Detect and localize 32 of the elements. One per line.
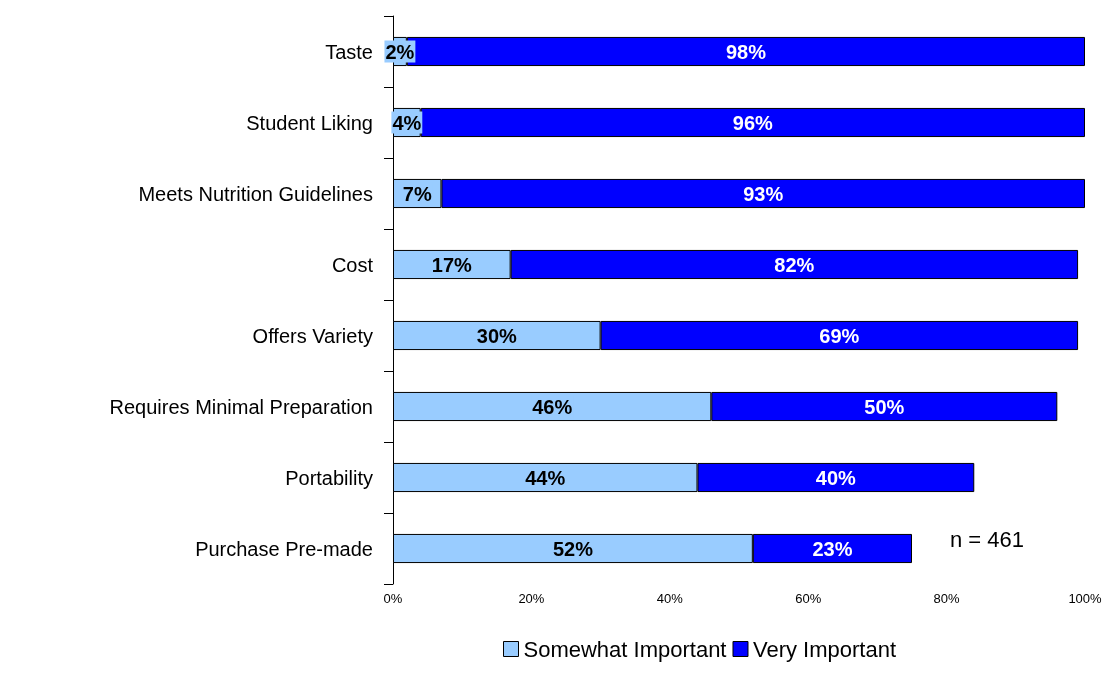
- data-label: 98%: [725, 40, 767, 63]
- data-label: 17%: [431, 253, 473, 276]
- data-label: 46%: [532, 395, 573, 418]
- data-label: 82%: [774, 253, 815, 276]
- data-label: 30%: [476, 324, 518, 347]
- legend-label: Somewhat Important: [523, 636, 727, 662]
- data-label: 93%: [743, 182, 784, 205]
- y-tick-label: Purchase Pre-made: [195, 537, 373, 560]
- data-label: 50%: [864, 395, 905, 418]
- y-tick-label: Offers Variety: [252, 324, 373, 347]
- y-tick-label: Portability: [285, 466, 373, 489]
- y-tick-label: Meets Nutrition Guidelines: [138, 182, 373, 205]
- data-label: 23%: [812, 537, 853, 560]
- x-tick-label: 20%: [518, 591, 545, 606]
- y-tick-label: Requires Minimal Preparation: [109, 395, 373, 418]
- y-tick-label: Cost: [331, 253, 374, 276]
- legend-label: Very Important: [752, 636, 897, 662]
- data-label: 52%: [552, 537, 594, 560]
- data-label: 40%: [815, 466, 857, 489]
- data-label: 4%: [392, 111, 422, 134]
- data-label: 69%: [819, 324, 860, 347]
- x-tick-label: 100%: [1068, 591, 1103, 606]
- data-label: 44%: [525, 466, 566, 489]
- y-tick-label: Student Liking: [246, 111, 373, 134]
- data-label: 96%: [732, 111, 774, 134]
- x-tick-label: 0%: [383, 591, 403, 606]
- x-tick-label: 60%: [795, 591, 822, 606]
- x-tick-label: 80%: [933, 591, 961, 606]
- annotation: n = 461: [950, 526, 1025, 552]
- data-label: 7%: [402, 182, 432, 205]
- x-tick-label: 40%: [656, 591, 684, 606]
- y-tick-label: Taste: [325, 40, 373, 63]
